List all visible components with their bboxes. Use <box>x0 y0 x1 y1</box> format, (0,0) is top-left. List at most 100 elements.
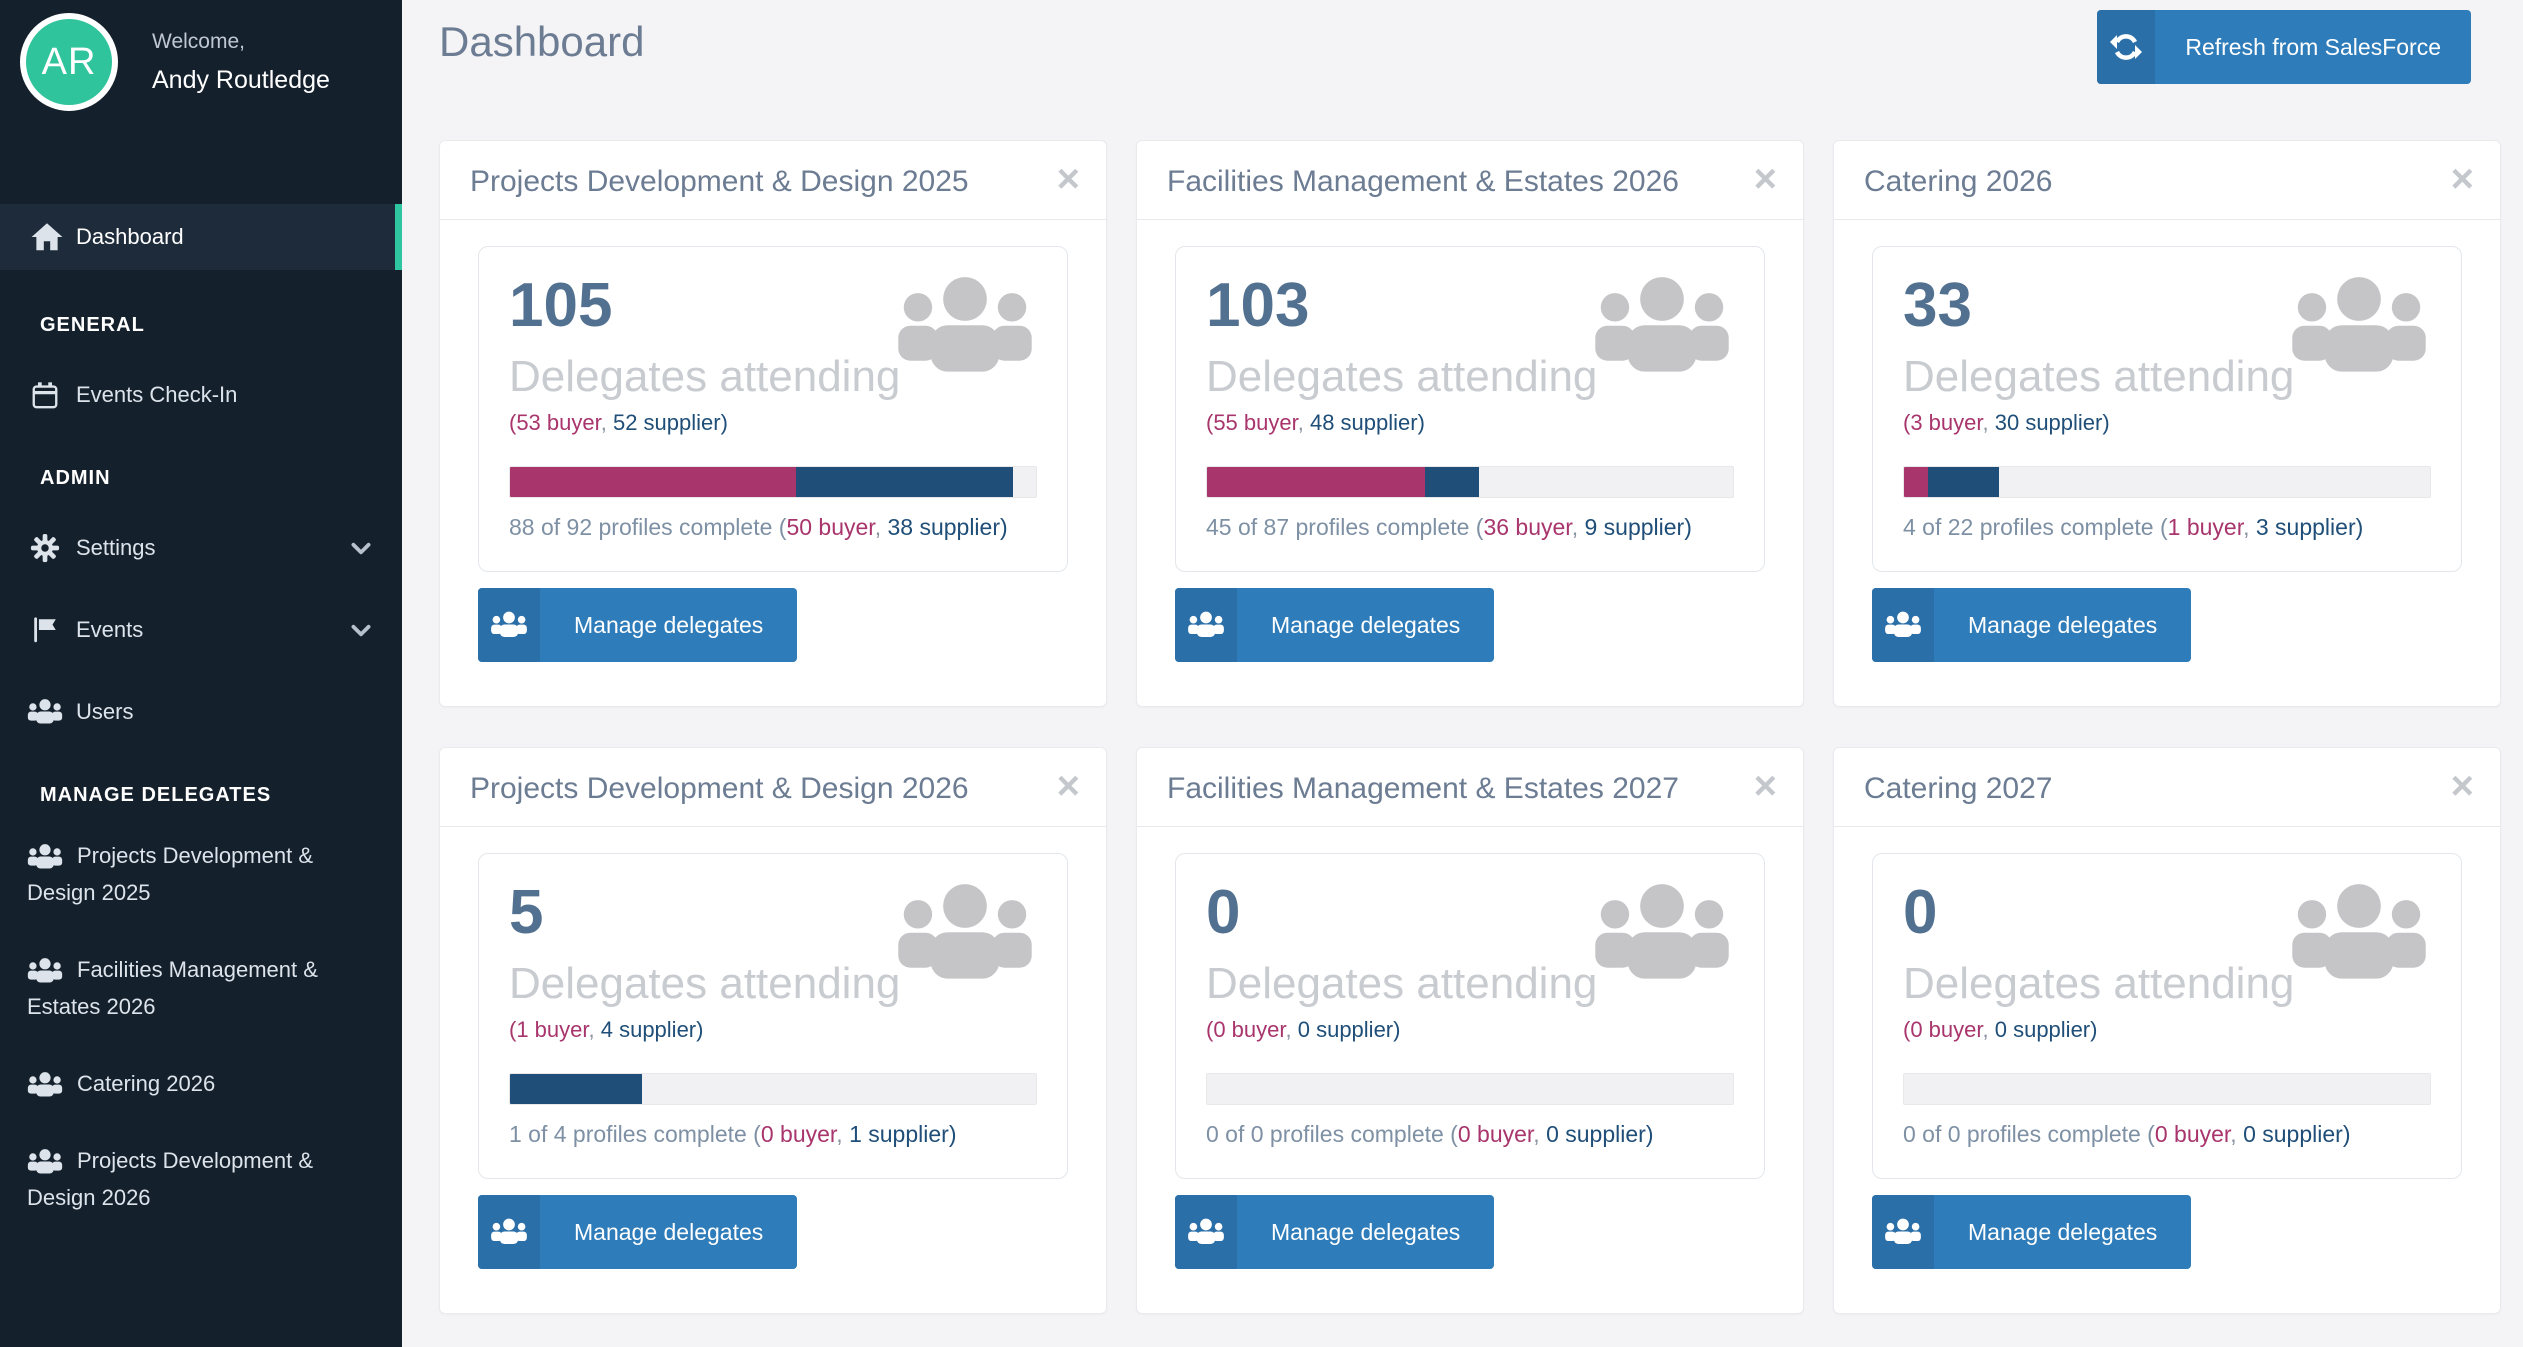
sidebar-section-admin: ADMIN <box>0 467 402 490</box>
users-icon <box>1586 878 1738 990</box>
sidebar-item-label: Events <box>76 617 143 643</box>
separator: , <box>1298 410 1310 435</box>
avatar-initials: AR <box>42 41 97 84</box>
separator: , <box>1533 1121 1546 1147</box>
supplier-profiles: 0 supplier <box>1546 1121 1646 1147</box>
supplier-count: 0 supplier) <box>1995 1017 2098 1042</box>
buyer-profiles: 0 buyer <box>1458 1121 1533 1147</box>
profiles-complete-text: 0 of 0 profiles complete (0 buyer, 0 sup… <box>1903 1121 2431 1148</box>
card-body: 103 Delegates attending (55 buyer, 48 su… <box>1137 220 1803 572</box>
supplier-profiles: 1 supplier <box>849 1121 949 1147</box>
buyer-progress-segment <box>1207 467 1425 497</box>
card-body: 0 Delegates attending (0 buyer, 0 suppli… <box>1834 827 2500 1179</box>
buyer-profiles: 1 buyer <box>2168 514 2243 540</box>
manage-delegates-label: Manage delegates <box>540 588 797 662</box>
profiles-prefix: 0 of 0 profiles complete ( <box>1903 1121 2155 1147</box>
sidebar-section-manage-delegates: MANAGE DELEGATES <box>0 784 402 807</box>
flag-icon <box>27 615 76 645</box>
close-icon[interactable]: × <box>2447 155 2478 203</box>
user-name: Andy Routledge <box>152 66 330 95</box>
manage-delegates-button[interactable]: Manage delegates <box>478 1195 797 1269</box>
card-title: Catering 2027 <box>1864 772 2470 806</box>
card-body: 0 Delegates attending (0 buyer, 0 suppli… <box>1137 827 1803 1179</box>
users-icon <box>1586 271 1738 383</box>
profiles-complete-text: 1 of 4 profiles complete (0 buyer, 1 sup… <box>509 1121 1037 1148</box>
event-card-fme-2027: Facilities Management & Estates 2027 × 0… <box>1136 747 1804 1314</box>
stat-box: 103 Delegates attending (55 buyer, 48 su… <box>1175 246 1765 572</box>
sidebar-item-label: Users <box>76 699 133 725</box>
manage-delegates-label: Manage delegates <box>1934 1195 2191 1269</box>
gear-icon <box>27 533 76 563</box>
profiles-prefix: 88 of 92 profiles complete ( <box>509 514 786 540</box>
close-icon[interactable]: × <box>1053 762 1084 810</box>
supplier-profiles: 3 supplier <box>2256 514 2356 540</box>
profiles-progress-bar <box>1903 466 2431 498</box>
users-icon <box>27 842 76 872</box>
buyer-count: (55 buyer <box>1206 410 1298 435</box>
profiles-complete-text: 45 of 87 profiles complete (36 buyer, 9 … <box>1206 514 1734 541</box>
card-title: Facilities Management & Estates 2027 <box>1167 772 1773 806</box>
stat-box: 0 Delegates attending (0 buyer, 0 suppli… <box>1175 853 1765 1179</box>
sidebar-item-users[interactable]: Users <box>0 684 402 740</box>
sidebar-item-pdd-2025[interactable]: Projects Development & Design 2025 <box>0 837 402 911</box>
close-icon[interactable]: × <box>1750 155 1781 203</box>
profiles-prefix: 4 of 22 profiles complete ( <box>1903 514 2168 540</box>
manage-delegates-button[interactable]: Manage delegates <box>1872 588 2191 662</box>
profiles-suffix: ) <box>1684 514 1692 540</box>
manage-delegates-button[interactable]: Manage delegates <box>1872 1195 2191 1269</box>
profiles-suffix: ) <box>2356 514 2364 540</box>
sidebar-item-events-check-in[interactable]: Events Check-In <box>0 367 402 423</box>
sidebar-item-settings[interactable]: Settings <box>0 520 402 576</box>
manage-delegates-label: Manage delegates <box>1237 1195 1494 1269</box>
close-icon[interactable]: × <box>1750 762 1781 810</box>
sidebar-item-fme-2026[interactable]: Facilities Management & Estates 2026 <box>0 951 402 1025</box>
profiles-suffix: ) <box>1000 514 1008 540</box>
refresh-from-salesforce-button[interactable]: Refresh from SalesForce <box>2097 10 2471 84</box>
separator: , <box>2243 514 2256 540</box>
sidebar-item-dashboard[interactable]: Dashboard <box>0 204 402 270</box>
separator: , <box>1286 1017 1298 1042</box>
attending-breakdown: (1 buyer, 4 supplier) <box>509 1017 1037 1043</box>
calendar-icon <box>27 380 76 410</box>
manage-delegates-button[interactable]: Manage delegates <box>478 588 797 662</box>
profiles-prefix: 0 of 0 profiles complete ( <box>1206 1121 1458 1147</box>
supplier-progress-segment <box>1928 467 2000 497</box>
stat-box: 0 Delegates attending (0 buyer, 0 suppli… <box>1872 853 2462 1179</box>
sidebar-item-pdd-2026[interactable]: Projects Development & Design 2026 <box>0 1142 402 1216</box>
close-icon[interactable]: × <box>2447 762 2478 810</box>
buyer-profiles: 36 buyer <box>1483 514 1571 540</box>
card-title: Projects Development & Design 2026 <box>470 772 1076 806</box>
avatar: AR <box>20 13 118 111</box>
separator: , <box>1572 514 1585 540</box>
attending-breakdown: (53 buyer, 52 supplier) <box>509 410 1037 436</box>
attending-breakdown: (0 buyer, 0 supplier) <box>1206 1017 1734 1043</box>
users-icon <box>2283 271 2435 383</box>
sidebar-section-general: GENERAL <box>0 314 402 337</box>
stat-box: 5 Delegates attending (1 buyer, 4 suppli… <box>478 853 1068 1179</box>
buyer-profiles: 0 buyer <box>2155 1121 2230 1147</box>
supplier-profiles: 0 supplier <box>2243 1121 2343 1147</box>
manage-delegates-button[interactable]: Manage delegates <box>1175 588 1494 662</box>
buyer-profiles: 0 buyer <box>761 1121 836 1147</box>
buyer-count: (53 buyer <box>509 410 601 435</box>
page-title: Dashboard <box>439 18 644 66</box>
supplier-profiles: 9 supplier <box>1584 514 1684 540</box>
close-icon[interactable]: × <box>1053 155 1084 203</box>
chevron-down-icon <box>348 535 374 561</box>
profiles-complete-text: 4 of 22 profiles complete (1 buyer, 3 su… <box>1903 514 2431 541</box>
buyer-profiles: 50 buyer <box>786 514 874 540</box>
sidebar: AR Welcome, Andy Routledge Dashboard GEN… <box>0 0 402 1347</box>
attending-breakdown: (0 buyer, 0 supplier) <box>1903 1017 2431 1043</box>
manage-delegates-label: Manage delegates <box>540 1195 797 1269</box>
card-footer: Manage delegates <box>440 572 1106 706</box>
users-icon <box>478 1195 540 1269</box>
users-icon <box>1175 588 1237 662</box>
buyer-count: (0 buyer <box>1206 1017 1286 1042</box>
manage-delegates-button[interactable]: Manage delegates <box>1175 1195 1494 1269</box>
sidebar-header: AR Welcome, Andy Routledge <box>0 0 402 204</box>
sidebar-item-catering-2026[interactable]: Catering 2026 <box>0 1065 402 1102</box>
buyer-progress-segment <box>1904 467 1928 497</box>
card-title: Facilities Management & Estates 2026 <box>1167 165 1773 199</box>
profiles-progress-bar <box>509 1073 1037 1105</box>
sidebar-item-events[interactable]: Events <box>0 602 402 658</box>
